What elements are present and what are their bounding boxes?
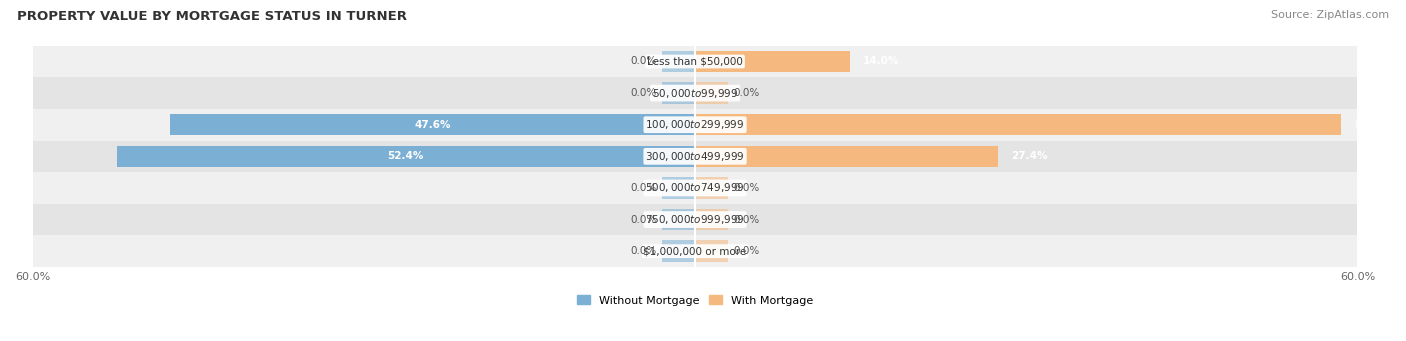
Bar bbox=[662, 83, 695, 104]
Bar bbox=[662, 240, 695, 262]
Bar bbox=[32, 77, 1357, 109]
Text: $500,000 to $749,999: $500,000 to $749,999 bbox=[645, 181, 745, 194]
Bar bbox=[32, 235, 1357, 267]
Bar bbox=[662, 51, 695, 72]
Bar bbox=[32, 46, 1357, 77]
Text: 0.0%: 0.0% bbox=[734, 183, 759, 193]
Text: 0.0%: 0.0% bbox=[734, 214, 759, 225]
Bar bbox=[117, 146, 695, 167]
Text: PROPERTY VALUE BY MORTGAGE STATUS IN TURNER: PROPERTY VALUE BY MORTGAGE STATUS IN TUR… bbox=[17, 10, 406, 23]
Text: 0.0%: 0.0% bbox=[734, 88, 759, 98]
Bar bbox=[32, 204, 1357, 235]
Bar bbox=[695, 146, 997, 167]
Bar bbox=[695, 51, 849, 72]
Text: 0.0%: 0.0% bbox=[630, 214, 657, 225]
Text: Less than $50,000: Less than $50,000 bbox=[647, 57, 742, 66]
Bar bbox=[695, 240, 728, 262]
Bar bbox=[170, 114, 695, 135]
Bar bbox=[695, 83, 728, 104]
Text: 0.0%: 0.0% bbox=[630, 88, 657, 98]
Text: 0.0%: 0.0% bbox=[734, 246, 759, 256]
Text: 52.4%: 52.4% bbox=[388, 151, 425, 161]
Bar bbox=[662, 177, 695, 199]
Bar bbox=[662, 209, 695, 230]
Legend: Without Mortgage, With Mortgage: Without Mortgage, With Mortgage bbox=[572, 291, 817, 310]
Text: $100,000 to $299,999: $100,000 to $299,999 bbox=[645, 118, 745, 131]
Text: Source: ZipAtlas.com: Source: ZipAtlas.com bbox=[1271, 10, 1389, 20]
Text: $1,000,000 or more: $1,000,000 or more bbox=[644, 246, 747, 256]
Text: 0.0%: 0.0% bbox=[630, 183, 657, 193]
Text: 0.0%: 0.0% bbox=[630, 246, 657, 256]
Text: 14.0%: 14.0% bbox=[863, 57, 900, 66]
Bar bbox=[695, 209, 728, 230]
Bar bbox=[695, 114, 1341, 135]
Text: 58.5%: 58.5% bbox=[1354, 120, 1391, 130]
Text: $50,000 to $99,999: $50,000 to $99,999 bbox=[652, 87, 738, 100]
Bar bbox=[32, 140, 1357, 172]
Text: 27.4%: 27.4% bbox=[1011, 151, 1047, 161]
Bar bbox=[32, 109, 1357, 140]
Text: $300,000 to $499,999: $300,000 to $499,999 bbox=[645, 150, 745, 163]
Text: 47.6%: 47.6% bbox=[413, 120, 450, 130]
Text: 0.0%: 0.0% bbox=[630, 57, 657, 66]
Bar bbox=[32, 172, 1357, 204]
Bar bbox=[695, 177, 728, 199]
Text: $750,000 to $999,999: $750,000 to $999,999 bbox=[645, 213, 745, 226]
